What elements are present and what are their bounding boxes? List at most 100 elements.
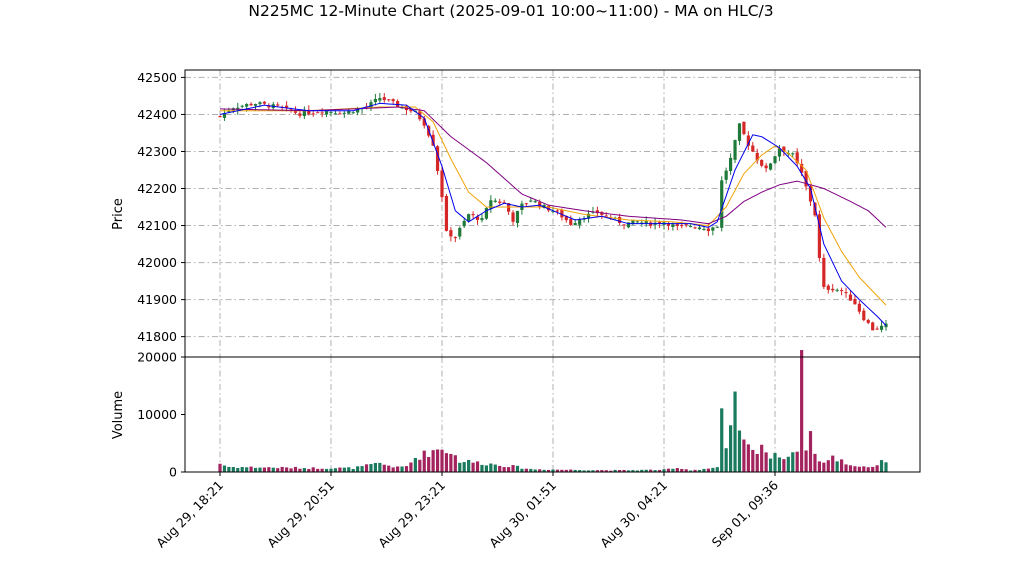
candle-body xyxy=(800,163,804,173)
candle-body xyxy=(555,210,560,212)
volume-bar xyxy=(702,468,706,472)
volume-bar xyxy=(560,469,564,472)
volume-bar xyxy=(529,468,533,472)
volume-bar xyxy=(613,469,617,472)
candle-body xyxy=(689,226,693,228)
volume-bar xyxy=(360,466,364,472)
volume-tick-label: 10000 xyxy=(137,407,177,422)
volume-bar xyxy=(813,453,817,472)
candle-body xyxy=(369,102,373,108)
volume-bar xyxy=(484,465,488,472)
volume-bar xyxy=(302,468,306,472)
candle-body xyxy=(298,113,302,116)
candle-body xyxy=(604,215,608,217)
volume-bar xyxy=(280,466,284,472)
price-tick-label: 42000 xyxy=(137,255,177,270)
candle-body xyxy=(831,288,835,291)
volume-bar xyxy=(369,464,373,472)
volume-bar xyxy=(884,462,888,472)
volume-bar xyxy=(396,466,400,472)
candle-body xyxy=(293,110,298,113)
candle-body xyxy=(258,102,262,105)
volume-bar xyxy=(462,462,466,472)
volume-bar xyxy=(831,455,835,472)
volume-bar xyxy=(666,468,671,472)
candle-body xyxy=(724,170,728,180)
candle-body xyxy=(706,228,710,232)
candle-body xyxy=(391,99,395,102)
candle-body xyxy=(595,210,599,214)
candle-body xyxy=(729,157,733,172)
volume-bar xyxy=(387,465,391,472)
volume-bar xyxy=(444,453,449,472)
candle-body xyxy=(737,123,742,141)
chart-title: N225MC 12-Minute Chart (2025-09-01 10:00… xyxy=(248,2,773,20)
candle-body xyxy=(458,227,462,237)
volume-bar xyxy=(773,453,777,472)
candle-body xyxy=(764,165,768,169)
volume-bar xyxy=(675,468,679,472)
volume-bar xyxy=(582,470,586,472)
price-panel: 41800 41900 42000 42100 42200 42300 42400 42500… xyxy=(111,69,921,358)
volume-bar xyxy=(324,468,329,472)
candle-body xyxy=(342,112,346,114)
volume-bar xyxy=(435,449,440,472)
volume-bar xyxy=(409,462,413,472)
volume-bar xyxy=(724,448,728,472)
volume-bar xyxy=(595,470,599,472)
candle-body xyxy=(396,101,400,107)
volume-bar xyxy=(458,462,462,472)
volume-bar xyxy=(347,467,351,472)
volume-bar xyxy=(382,464,386,472)
volume-bar xyxy=(356,466,360,472)
price-tick-label: 42300 xyxy=(137,144,177,159)
volume-bar xyxy=(511,465,515,472)
candle-body xyxy=(862,310,866,321)
candle-body xyxy=(515,210,520,224)
volume-bar xyxy=(817,461,821,472)
volume-bar xyxy=(844,464,848,472)
volume-bar xyxy=(236,467,240,472)
volume-bar xyxy=(564,469,568,472)
volume-bar xyxy=(449,453,453,472)
volume-bars xyxy=(218,350,888,472)
volume-bar xyxy=(524,468,528,472)
price-tick-label: 41800 xyxy=(137,329,177,344)
volume-bar xyxy=(853,466,857,472)
candle-body xyxy=(791,153,795,155)
volume-bar xyxy=(680,468,684,472)
volume-bar xyxy=(800,350,804,472)
volume-bar xyxy=(538,469,542,472)
volume-bar xyxy=(862,466,866,472)
candle-body xyxy=(680,225,684,227)
volume-bar xyxy=(285,467,289,472)
volume-y-axis: 0 10000 20000 xyxy=(137,350,185,480)
candle-body xyxy=(795,152,799,164)
price-tick-label: 42400 xyxy=(137,107,177,122)
volume-bar xyxy=(711,467,715,472)
candle-body xyxy=(586,213,591,219)
volume-bar xyxy=(431,450,435,472)
volume-bar xyxy=(609,470,613,472)
volume-bar xyxy=(507,467,511,472)
candle-body xyxy=(635,221,639,223)
volume-bar xyxy=(320,468,324,472)
candle-body xyxy=(640,222,644,224)
price-tick-label: 42200 xyxy=(137,181,177,196)
volume-bar xyxy=(782,459,786,472)
candle-body xyxy=(777,148,782,157)
candle-body xyxy=(742,121,746,135)
candle-body xyxy=(835,289,839,291)
volume-bar xyxy=(622,469,626,472)
candle-body xyxy=(808,186,813,202)
volume-bar xyxy=(471,462,475,472)
candle-body xyxy=(329,112,333,114)
candle-body xyxy=(276,104,280,106)
candle-body xyxy=(307,109,311,115)
candle-body xyxy=(471,214,475,216)
volume-bar xyxy=(604,470,608,472)
moving-average-lines xyxy=(219,102,887,326)
volume-bar xyxy=(737,430,742,472)
volume-bar xyxy=(298,468,302,472)
volume-bar xyxy=(342,467,346,472)
